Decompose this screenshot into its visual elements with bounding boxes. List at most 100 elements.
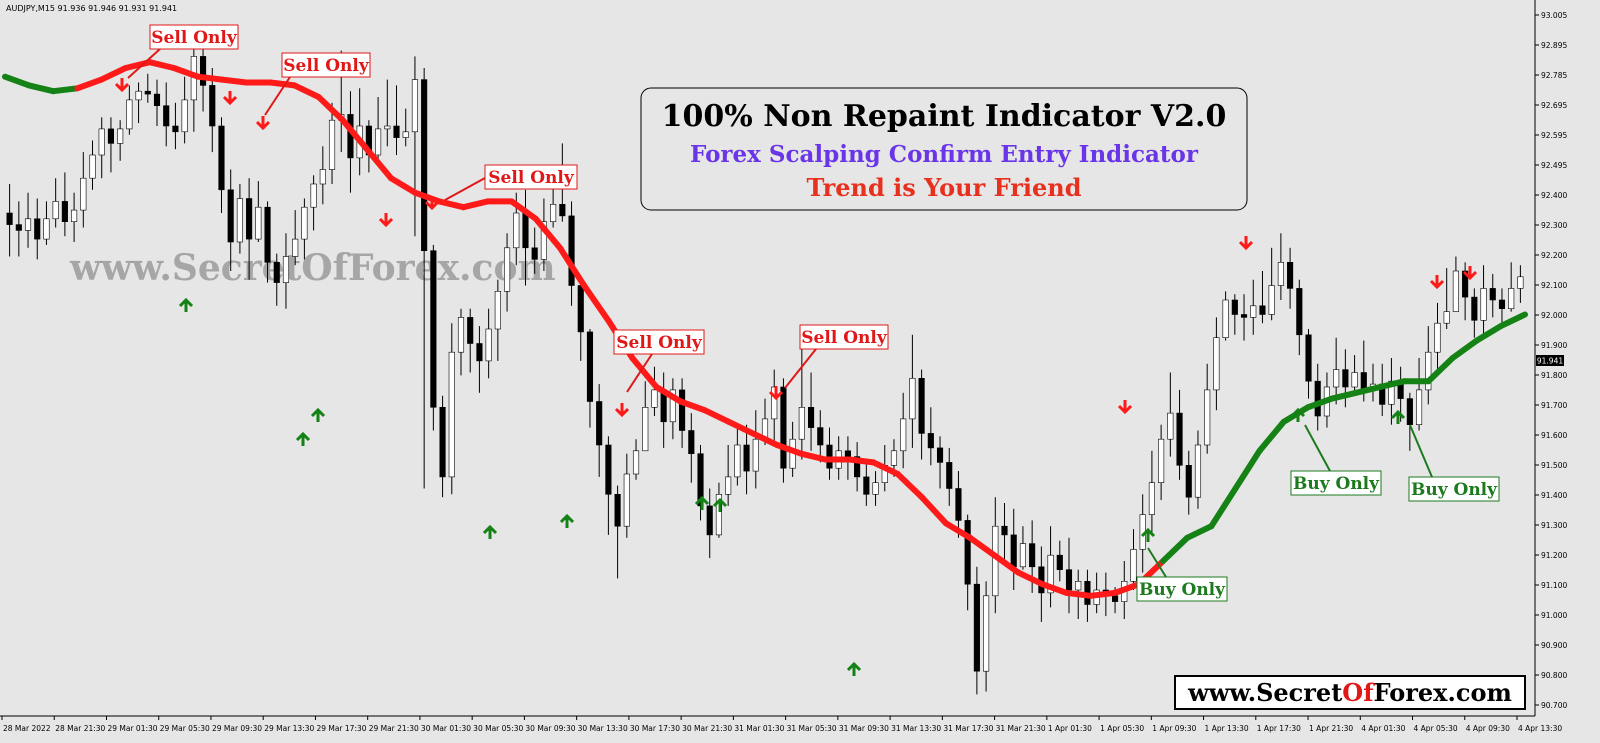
candle <box>780 378 787 483</box>
x-tick-label: 28 Mar 2022 <box>3 724 51 733</box>
buy-arrow-icon <box>1290 407 1306 422</box>
candle <box>1314 363 1321 431</box>
y-tick-label: 92.000 <box>1541 311 1567 320</box>
trend-line-segment <box>1160 534 1191 564</box>
candle <box>771 369 778 443</box>
candle-body <box>80 177 87 211</box>
candle-body <box>1029 543 1036 568</box>
candle-body <box>734 444 741 478</box>
candle-body <box>1204 389 1211 446</box>
candle <box>946 447 953 506</box>
candle-body <box>955 488 962 521</box>
candle-body <box>1415 389 1423 425</box>
current-price-label: 91.941 <box>1537 357 1563 366</box>
candle <box>1296 279 1303 356</box>
candle <box>1047 526 1054 608</box>
y-tick-label: 91.900 <box>1541 341 1567 350</box>
candle-body <box>531 247 538 260</box>
x-tick-label: 1 Apr 09:30 <box>1152 724 1196 733</box>
candle-body <box>1250 305 1257 318</box>
candle <box>605 436 612 535</box>
buy-arrow-icon-head <box>846 661 862 672</box>
sell-only-label-pointer <box>264 76 291 116</box>
sell-arrow-icon <box>222 91 238 106</box>
candle-body <box>117 128 124 144</box>
title-line-3: Trend is Your Friend <box>807 173 1082 202</box>
candle-body <box>863 476 870 495</box>
candle <box>319 146 326 205</box>
buy-only-label: Buy Only <box>1290 424 1382 496</box>
candle-body <box>1517 276 1524 289</box>
trend-line-segment <box>508 198 539 222</box>
sell-arrow-icon <box>378 213 394 228</box>
candle <box>1287 247 1294 309</box>
candle <box>107 117 115 173</box>
candle-body <box>1480 288 1487 321</box>
candle-body <box>936 447 944 463</box>
x-tick-label: 30 Mar 01:30 <box>421 724 471 733</box>
candle-body <box>752 438 759 472</box>
trend-line-segment <box>894 471 925 501</box>
candle-body <box>1148 482 1155 515</box>
sell-only-label-text: Sell Only <box>151 28 238 48</box>
candle <box>1425 326 1432 405</box>
trend-line-segment <box>942 520 974 541</box>
candle <box>384 79 391 147</box>
candle <box>135 82 142 124</box>
candle-body <box>430 250 437 408</box>
buy-only-label-text: Buy Only <box>1411 480 1498 500</box>
candle-body <box>844 450 851 457</box>
candle <box>273 253 280 306</box>
sell-arrow-icon-head <box>222 95 238 106</box>
y-tick-label: 91.400 <box>1541 491 1567 500</box>
candle <box>1305 329 1312 399</box>
candle <box>1240 294 1248 341</box>
buy-only-label: Buy Only <box>1408 424 1500 502</box>
sell-arrow-icon <box>614 403 630 418</box>
candle <box>411 56 419 237</box>
sell-only-label-pointer <box>127 48 161 79</box>
candle-body <box>15 224 22 231</box>
y-tick-label: 91.600 <box>1541 431 1567 440</box>
candle <box>1222 291 1229 341</box>
candle-body <box>550 204 557 223</box>
candle-body <box>301 206 308 240</box>
candle-body <box>854 456 861 478</box>
candle <box>918 369 925 460</box>
buy-only-label-pointer <box>1147 547 1167 578</box>
trend-line-segment <box>967 534 998 559</box>
current-price-box <box>1536 355 1564 366</box>
buy-arrow-icon-head <box>482 524 498 535</box>
candle-body <box>52 201 59 220</box>
y-tick-label: 92.895 <box>1541 41 1567 50</box>
x-tick-label: 29 Mar 21:30 <box>369 724 419 733</box>
buy-arrow-icon <box>310 407 326 422</box>
x-tick-label: 1 Apr 17:30 <box>1257 724 1301 733</box>
candle-body <box>1360 372 1367 391</box>
trend-line-segment <box>146 59 177 71</box>
buy-arrow-icon <box>482 524 498 539</box>
candle <box>264 201 271 283</box>
buy-arrow-icon-head <box>1390 409 1406 420</box>
candle-body <box>946 462 953 489</box>
sell-arrow-icon <box>114 78 130 93</box>
sell-only-label-text: Sell Only <box>283 56 370 76</box>
y-tick-label: 92.495 <box>1541 161 1567 170</box>
trend-line-segment <box>1184 523 1215 541</box>
candle-body <box>209 85 216 127</box>
sell-only-label-box <box>613 329 705 355</box>
candle-body <box>255 206 262 240</box>
trend-line-segment <box>1063 589 1094 599</box>
y-tick-label: 91.000 <box>1541 611 1567 620</box>
sell-only-label-box <box>149 24 239 50</box>
candle-body <box>1305 334 1312 382</box>
sell-arrow-icon-head <box>1117 404 1133 415</box>
trend-line-segment <box>1087 589 1118 599</box>
candle-body <box>540 221 547 260</box>
candle <box>688 413 695 483</box>
candle <box>71 192 78 242</box>
x-tick-label: 1 Apr 05:30 <box>1100 724 1144 733</box>
trend-line-segment <box>50 85 81 95</box>
candle <box>282 233 290 309</box>
candle <box>872 471 879 506</box>
